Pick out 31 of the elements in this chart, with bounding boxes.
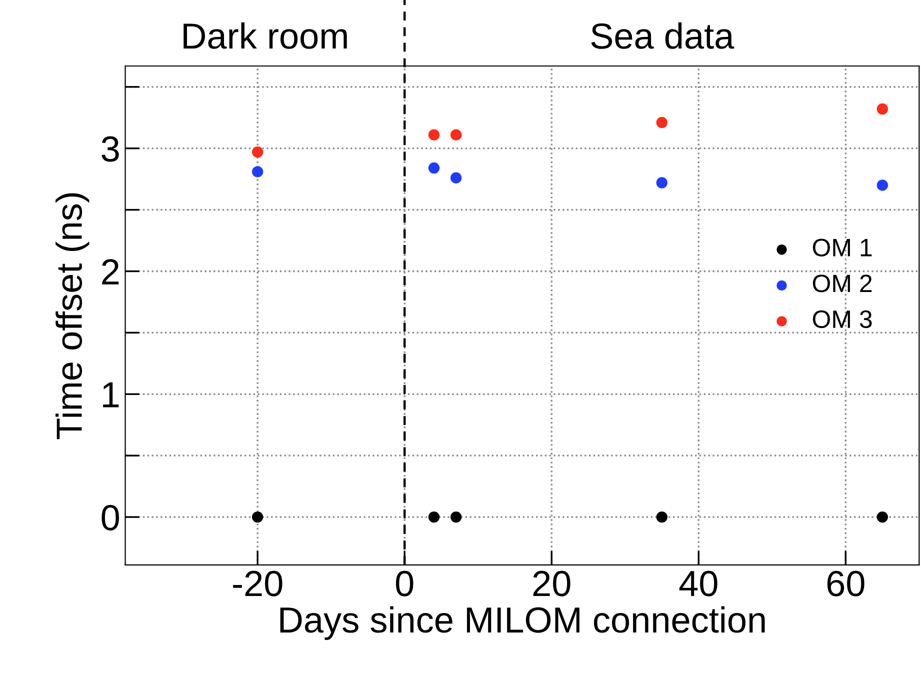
point xyxy=(450,511,462,523)
point xyxy=(876,511,888,523)
point xyxy=(428,511,440,523)
point xyxy=(252,166,264,178)
x-axis-title: Days since MILOM connection xyxy=(280,606,765,640)
text: Sea data xyxy=(591,22,734,49)
point xyxy=(876,180,888,191)
point xyxy=(252,511,264,523)
legend-label: OM 3 xyxy=(812,310,872,328)
x-tick-label: 20 xyxy=(533,570,570,596)
point xyxy=(450,129,462,140)
x-tick-label: 60 xyxy=(827,570,864,596)
point xyxy=(656,116,668,128)
y-tick-label: 2 xyxy=(102,259,119,284)
x-tick-label: -20 xyxy=(233,570,282,596)
point xyxy=(252,146,264,158)
point xyxy=(450,172,462,184)
point xyxy=(428,162,440,174)
text: Dark room xyxy=(184,22,347,49)
legend-label: OM 1 xyxy=(812,238,872,256)
y-axis-title: Time offset (ns) xyxy=(56,193,90,440)
y-tick-label: 3 xyxy=(102,136,119,162)
y-tick-label: 1 xyxy=(103,382,119,408)
point xyxy=(428,129,440,140)
point xyxy=(656,511,668,523)
point xyxy=(656,177,668,188)
x-tick-label: 0 xyxy=(396,570,414,596)
point xyxy=(876,103,888,115)
x-tick-label: 40 xyxy=(679,570,718,596)
y-tick-label: 0 xyxy=(102,504,119,530)
legend-label: OM 2 xyxy=(812,274,872,292)
